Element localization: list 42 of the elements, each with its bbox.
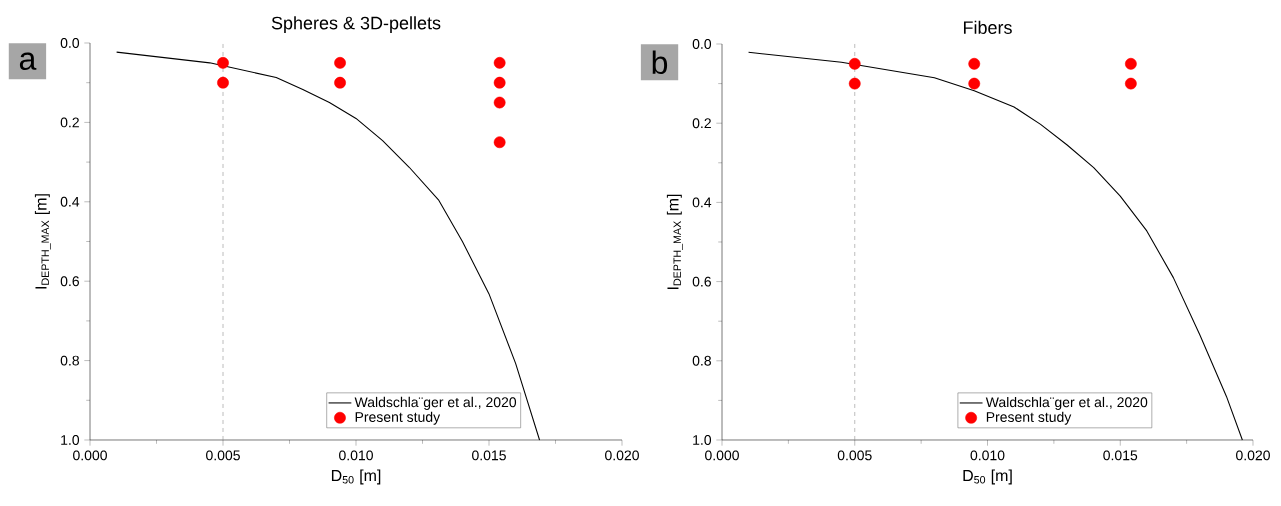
chart-title: Fibers (963, 20, 1012, 34)
y-tick-label: 0.6 (692, 276, 711, 287)
x-tick-label: 0.015 (1103, 450, 1138, 461)
point (217, 76, 229, 89)
y-tick-label: 0.6 (60, 276, 79, 287)
y-tick-label: 1.0 (61, 435, 80, 445)
y-tick-label: 0.2 (692, 118, 711, 129)
legend-label: Waldschla¨ger et al., 2020 (985, 396, 1148, 410)
x-tick-label: 0.020 (605, 450, 639, 461)
y-tick-label: 0.0 (692, 39, 712, 49)
x-axis-title: D$_{50}$ [m] (963, 469, 1012, 485)
text: a (19, 52, 37, 71)
y-tick-label: 1.0 (693, 435, 712, 445)
y-axis-title: I$_{DEPTH_MAX}$ [m] (666, 194, 683, 289)
x-tick-label: 0.015 (472, 450, 506, 461)
x-tick-label: 0.000 (705, 450, 739, 461)
point (493, 76, 506, 89)
point (493, 96, 506, 109)
x-axis-title: D$_{50}$ [m] (331, 469, 381, 485)
chart-title: Spheres & 3D-pellets (271, 16, 441, 33)
x-tick-label: 0.000 (73, 450, 107, 461)
y-tick-label: 0.4 (60, 196, 80, 207)
x-tick-label: 0.005 (837, 450, 872, 461)
legend-label: Waldschla¨ger et al., 2020 (354, 396, 517, 410)
text: b (652, 50, 668, 75)
y-axis-title: I$_{DEPTH_MAX}$ [m] (34, 194, 51, 289)
y-tick-label: 0.0 (60, 38, 80, 48)
point (493, 56, 506, 69)
x-tick-label: 0.020 (1236, 450, 1270, 461)
y-tick-label: 0.8 (60, 355, 79, 366)
point (334, 56, 346, 69)
point (493, 136, 506, 149)
point (334, 76, 346, 89)
y-tick-label: 0.4 (692, 197, 712, 208)
legend-label: Present study (355, 411, 441, 425)
x-tick-label: 0.005 (206, 450, 240, 461)
y-tick-label: 0.2 (60, 117, 79, 128)
legend-label: Present study (986, 411, 1072, 425)
x-tick-label: 0.010 (970, 450, 1005, 461)
x-tick-label: 0.010 (339, 450, 373, 461)
y-tick-label: 0.8 (692, 355, 711, 366)
point (217, 56, 229, 69)
